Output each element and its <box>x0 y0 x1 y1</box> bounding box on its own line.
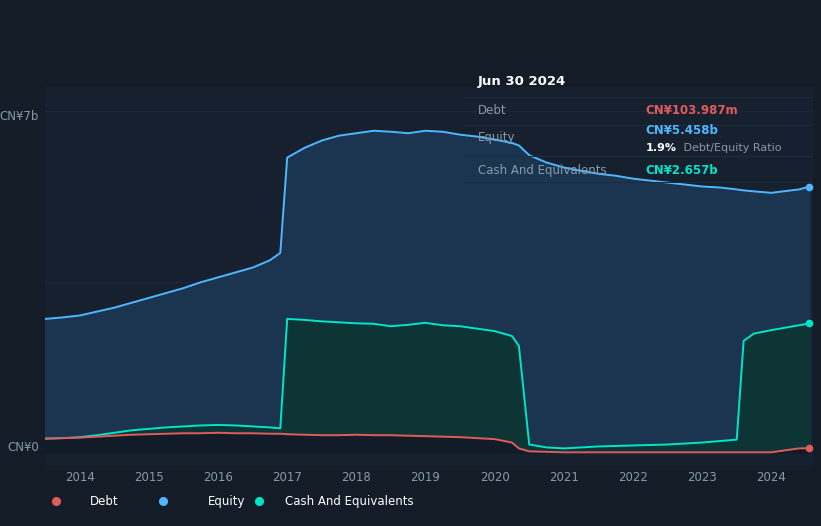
Text: Debt: Debt <box>478 104 507 117</box>
Text: 1.9%: 1.9% <box>645 143 677 153</box>
Text: Equity: Equity <box>208 494 245 508</box>
Text: Cash And Equivalents: Cash And Equivalents <box>478 164 607 177</box>
Text: Cash And Equivalents: Cash And Equivalents <box>286 494 414 508</box>
Text: Equity: Equity <box>478 132 516 145</box>
Text: Debt/Equity Ratio: Debt/Equity Ratio <box>680 143 782 153</box>
Text: CN¥5.458b: CN¥5.458b <box>645 124 718 137</box>
Text: CN¥2.657b: CN¥2.657b <box>645 164 718 177</box>
Text: Debt: Debt <box>89 494 118 508</box>
Text: Jun 30 2024: Jun 30 2024 <box>478 75 566 88</box>
Text: CN¥103.987m: CN¥103.987m <box>645 104 738 117</box>
Text: CN¥7b: CN¥7b <box>0 110 39 124</box>
Text: CN¥0: CN¥0 <box>7 441 39 454</box>
